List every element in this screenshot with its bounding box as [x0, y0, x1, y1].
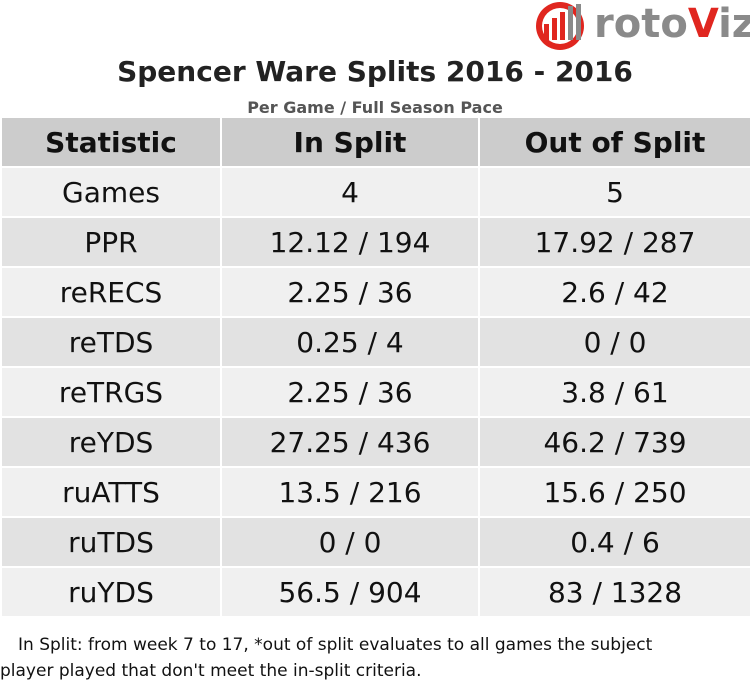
header-in-split: In Split: [220, 116, 480, 168]
stat-name: reRECS: [0, 266, 222, 318]
page-title: Spencer Ware Splits 2016 - 2016: [117, 55, 633, 88]
stat-name: reYDS: [0, 416, 222, 468]
table-row: reYDS 27.25 / 436 46.2 / 739: [0, 416, 750, 468]
out-of-split-value: 83 / 1328: [478, 566, 750, 618]
out-of-split-value: 46.2 / 739: [478, 416, 750, 468]
splits-table: Statistic In Split Out of Split Games 4 …: [0, 116, 750, 618]
logo-text: rotoViz: [594, 1, 750, 47]
table-row: reTDS 0.25 / 4 0 / 0: [0, 316, 750, 368]
out-of-split-value: 0.4 / 6: [478, 516, 750, 568]
rotoviz-logo: rotoViz: [530, 0, 750, 50]
in-split-value: 27.25 / 436: [220, 416, 480, 468]
stat-name: reTDS: [0, 316, 222, 368]
in-split-value: 0.25 / 4: [220, 316, 480, 368]
table-row: ruATTS 13.5 / 216 15.6 / 250: [0, 466, 750, 518]
table-row: Games 4 5: [0, 166, 750, 218]
out-of-split-value: 15.6 / 250: [478, 466, 750, 518]
table-row: reTRGS 2.25 / 36 3.8 / 61: [0, 366, 750, 418]
in-split-value: 2.25 / 36: [220, 366, 480, 418]
table-row: ruYDS 56.5 / 904 83 / 1328: [0, 566, 750, 618]
out-of-split-value: 2.6 / 42: [478, 266, 750, 318]
table-row: reRECS 2.25 / 36 2.6 / 42: [0, 266, 750, 318]
stat-name: ruTDS: [0, 516, 222, 568]
in-split-value: 4: [220, 166, 480, 218]
footnote: In Split: from week 7 to 17, *out of spl…: [0, 632, 750, 684]
in-split-value: 56.5 / 904: [220, 566, 480, 618]
footnote-line-2: player played that don't meet the in-spl…: [0, 661, 422, 681]
stat-name: PPR: [0, 216, 222, 268]
out-of-split-value: 3.8 / 61: [478, 366, 750, 418]
in-split-value: 12.12 / 194: [220, 216, 480, 268]
table-row: PPR 12.12 / 194 17.92 / 287: [0, 216, 750, 268]
stat-name: Games: [0, 166, 222, 218]
in-split-value: 2.25 / 36: [220, 266, 480, 318]
stat-name: ruYDS: [0, 566, 222, 618]
stat-name: ruATTS: [0, 466, 222, 518]
out-of-split-value: 0 / 0: [478, 316, 750, 368]
header-out-of-split: Out of Split: [478, 116, 750, 168]
page-subtitle: Per Game / Full Season Pace: [247, 98, 503, 117]
logo-chart-icon: [536, 2, 584, 50]
in-split-value: 13.5 / 216: [220, 466, 480, 518]
out-of-split-value: 5: [478, 166, 750, 218]
table-header-row: Statistic In Split Out of Split: [0, 116, 750, 168]
header-statistic: Statistic: [0, 116, 222, 168]
footnote-line-1: In Split: from week 7 to 17, *out of spl…: [18, 635, 653, 655]
out-of-split-value: 17.92 / 287: [478, 216, 750, 268]
table-row: ruTDS 0 / 0 0.4 / 6: [0, 516, 750, 568]
stat-name: reTRGS: [0, 366, 222, 418]
in-split-value: 0 / 0: [220, 516, 480, 568]
